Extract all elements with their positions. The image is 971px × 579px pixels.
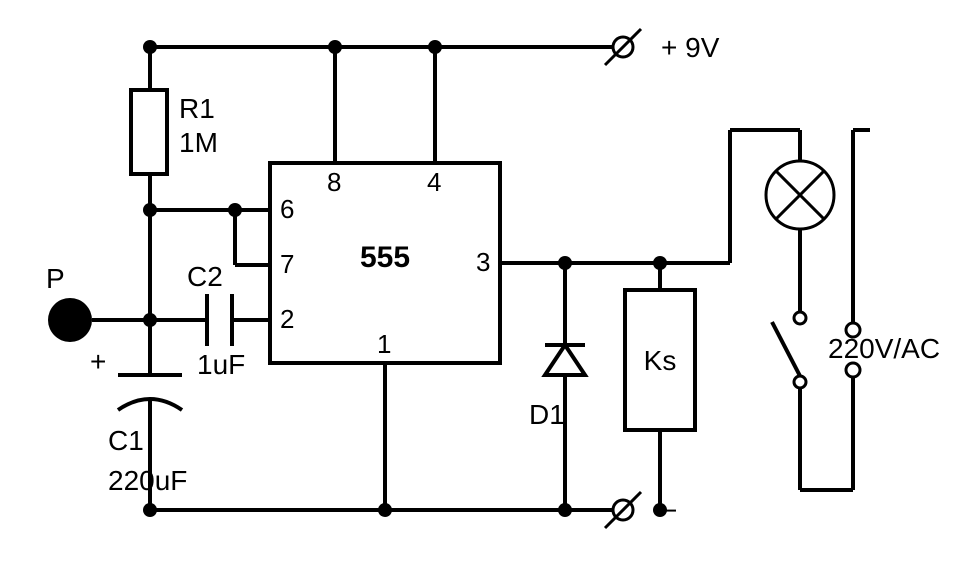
junction-node xyxy=(428,40,442,54)
ic-pin-6: 6 xyxy=(280,194,294,224)
junction-node xyxy=(143,503,157,517)
junction-node xyxy=(558,256,572,270)
c2-ref: C2 xyxy=(187,261,223,292)
d1-ref: D1 xyxy=(529,399,565,430)
r1-val: 1M xyxy=(179,127,218,158)
ic-pin-4: 4 xyxy=(427,167,441,197)
vminus-label: − xyxy=(661,495,677,526)
p-ref: P xyxy=(46,263,65,294)
c1-polarity: + xyxy=(90,346,106,377)
junction-node xyxy=(228,203,242,217)
vplus-label: + 9V xyxy=(661,32,720,63)
c1-val: 220uF xyxy=(108,465,187,496)
ac-label: 220V/AC xyxy=(828,333,940,364)
ic-pin-8: 8 xyxy=(327,167,341,197)
ic-label: 555 xyxy=(360,241,410,274)
junction-node xyxy=(143,313,157,327)
ic-pin-2: 2 xyxy=(280,304,294,334)
junction-node xyxy=(328,40,342,54)
junction-node xyxy=(143,203,157,217)
c1-ref: C1 xyxy=(108,425,144,456)
touch-pad-p xyxy=(48,298,92,342)
r1-ref: R1 xyxy=(179,93,215,124)
junction-node xyxy=(653,256,667,270)
switch-term-bot xyxy=(794,376,806,388)
ic-pin-3: 3 xyxy=(476,247,490,277)
ic-pin-1: 1 xyxy=(377,329,391,359)
resistor-r1 xyxy=(131,90,167,174)
junction-node xyxy=(143,40,157,54)
ic-pin-7: 7 xyxy=(280,249,294,279)
junction-node xyxy=(378,503,392,517)
junction-node xyxy=(558,503,572,517)
switch-term-top xyxy=(794,312,806,324)
ks-ref: Ks xyxy=(644,345,677,376)
c2-val: 1uF xyxy=(197,349,245,380)
ac-term-bot xyxy=(846,363,860,377)
